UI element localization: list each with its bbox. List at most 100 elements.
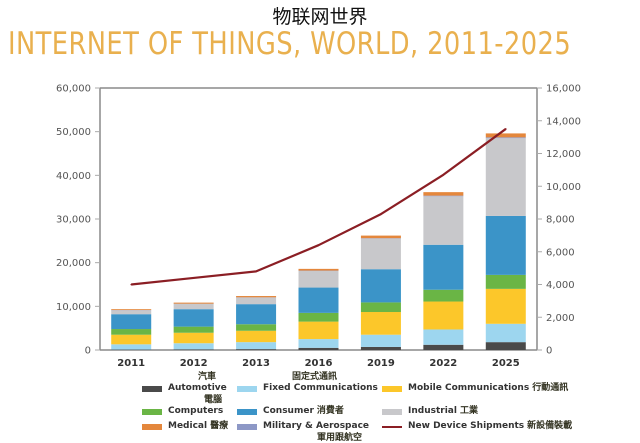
left-tick-label: 10,000 [56, 302, 91, 313]
legend-label-mobile-communications: Mobile Communications [408, 383, 530, 393]
bar-segment-automotive [485, 342, 526, 350]
bar-segment-industrial [360, 238, 401, 270]
bars [111, 133, 526, 350]
legend-label-military-aerospace: Military & Aerospace [263, 421, 370, 431]
right-tick-label: 16,000 [546, 84, 581, 95]
bar-segment-fixed-communications [485, 323, 526, 343]
bar-segment-mobile-communications [111, 334, 152, 345]
left-tick-label: 40,000 [56, 171, 91, 182]
bar-segment-industrial [111, 310, 152, 315]
right-tick-label: 4,000 [546, 280, 575, 291]
legend-cn-computers: 電腦 [204, 395, 223, 405]
x-tick-label: 2019 [367, 358, 395, 369]
bar-segment-fixed-communications [360, 334, 401, 347]
new-device-shipments-point [504, 128, 507, 130]
axes [95, 87, 542, 351]
bar-segment-industrial [173, 303, 214, 310]
bar-segment-industrial [423, 196, 464, 245]
x-tick-label: 2012 [180, 358, 208, 369]
legend-item-automotive: Automotive [142, 383, 227, 394]
bar-segment-computers [485, 274, 526, 289]
legend-swatch-computers [142, 408, 162, 415]
bar-segment-computers [236, 324, 277, 331]
bar-segment-automotive [236, 349, 277, 350]
legend: 汽車 Automotive 電腦 Computers Medical 醫療 固定… [142, 372, 582, 443]
bar-segment-automotive [298, 347, 339, 350]
legend-item-computers: Computers [142, 406, 223, 417]
bar-segment-medical [173, 302, 214, 304]
legend-cn-military-aerospace: 軍用跟航空 [317, 433, 363, 443]
new-device-shipments-point [380, 213, 382, 215]
new-device-shipments-point [317, 244, 320, 246]
legend-cn-fixed-communications: 固定式通訊 [292, 372, 338, 382]
right-tick-label: 8,000 [546, 215, 575, 226]
bar-segment-consumer [423, 244, 464, 290]
legend-cn-new-device-shipments: 新設備裝載 [527, 421, 573, 431]
bar-segment-computers [423, 289, 464, 302]
bar-segment-industrial [485, 138, 526, 216]
legend-cn-industrial: 工業 [459, 406, 478, 416]
bar-segment-automotive [360, 346, 401, 350]
bar-segment-automotive [423, 344, 464, 350]
x-tick-label: 2016 [305, 358, 333, 369]
bar-segment-medical [111, 309, 152, 311]
x-tick-label: 2011 [117, 358, 145, 369]
axis-labels: 0 10,000 20,000 30,000 40,000 50,000 60,000 0 2,… [56, 84, 581, 370]
bar-segment-fixed-communications [111, 344, 152, 350]
chart-title: INTERNET OF THINGS, WORLD, 2011-2025 [8, 26, 572, 62]
legend-label-industrial: Industrial [408, 406, 457, 416]
legend-cn-mobile-communications: 行動通訊 [532, 383, 569, 393]
bar-segment-military-aerospace [485, 137, 526, 139]
legend-swatch-industrial [382, 408, 402, 415]
bar-segment-computers [111, 329, 152, 335]
bar-segment-mobile-communications [236, 330, 277, 343]
bar-segment-industrial [298, 270, 339, 288]
new-device-shipments-point [442, 173, 445, 176]
legend-swatch-consumer [237, 408, 257, 415]
legend-item-industrial: Industrial 工業 [382, 406, 478, 417]
left-tick-label: 50,000 [56, 127, 91, 138]
bar-segment-computers [173, 326, 214, 333]
bar-segment-medical [298, 268, 339, 271]
bar-segment-mobile-communications [298, 321, 339, 340]
right-tick-label: 10,000 [546, 182, 581, 193]
legend-line-new-device-shipments [382, 425, 402, 428]
legend-label-medical: Medical [168, 421, 208, 431]
bar-segment-consumer [111, 314, 152, 330]
bar-segment-computers [298, 312, 339, 322]
bar-segment-medical [236, 296, 277, 298]
legend-label-fixed-communications: Fixed Communications [263, 383, 378, 393]
new-device-shipments-point [192, 277, 195, 279]
legend-cn-automotive: 汽車 [198, 372, 217, 382]
bar-segment-mobile-communications [360, 312, 401, 335]
legend-label-consumer: Consumer [263, 406, 314, 416]
legend-label-new-device-shipments: New Device Shipments [408, 421, 525, 431]
left-tick-label: 60,000 [56, 84, 91, 95]
bar-segment-medical [423, 192, 464, 196]
bar-segment-military-aerospace [423, 195, 464, 197]
shipments-line [130, 128, 507, 286]
legend-item-consumer: Consumer 消費者 [237, 406, 344, 417]
right-tick-label: 6,000 [546, 247, 575, 258]
bar-segment-fixed-communications [423, 329, 464, 345]
x-tick-label: 2025 [492, 358, 520, 369]
new-device-shipments-point [255, 270, 257, 273]
bar-segment-consumer [173, 309, 214, 327]
legend-cn-consumer: 消費者 [316, 406, 344, 416]
legend-label-automotive: Automotive [168, 383, 227, 393]
legend-swatch-automotive [142, 385, 162, 392]
legend-swatch-mobile-communications [382, 385, 402, 392]
legend-label-computers: Computers [168, 406, 224, 416]
legend-item-new-device-shipments: New Device Shipments 新設備裝載 [382, 421, 572, 432]
right-tick-label: 14,000 [546, 116, 581, 127]
legend-cn-medical: 醫療 [210, 421, 229, 431]
bar-segment-mobile-communications [173, 332, 214, 344]
bar-segment-automotive [173, 349, 214, 350]
bar-segment-fixed-communications [236, 342, 277, 350]
bar-segment-consumer [485, 215, 526, 275]
legend-swatch-military-aerospace [237, 423, 257, 430]
x-tick-label: 2022 [429, 358, 457, 369]
new-device-shipments-point [130, 283, 133, 286]
bar-segment-industrial [236, 297, 277, 305]
bar-segment-mobile-communications [485, 288, 526, 324]
